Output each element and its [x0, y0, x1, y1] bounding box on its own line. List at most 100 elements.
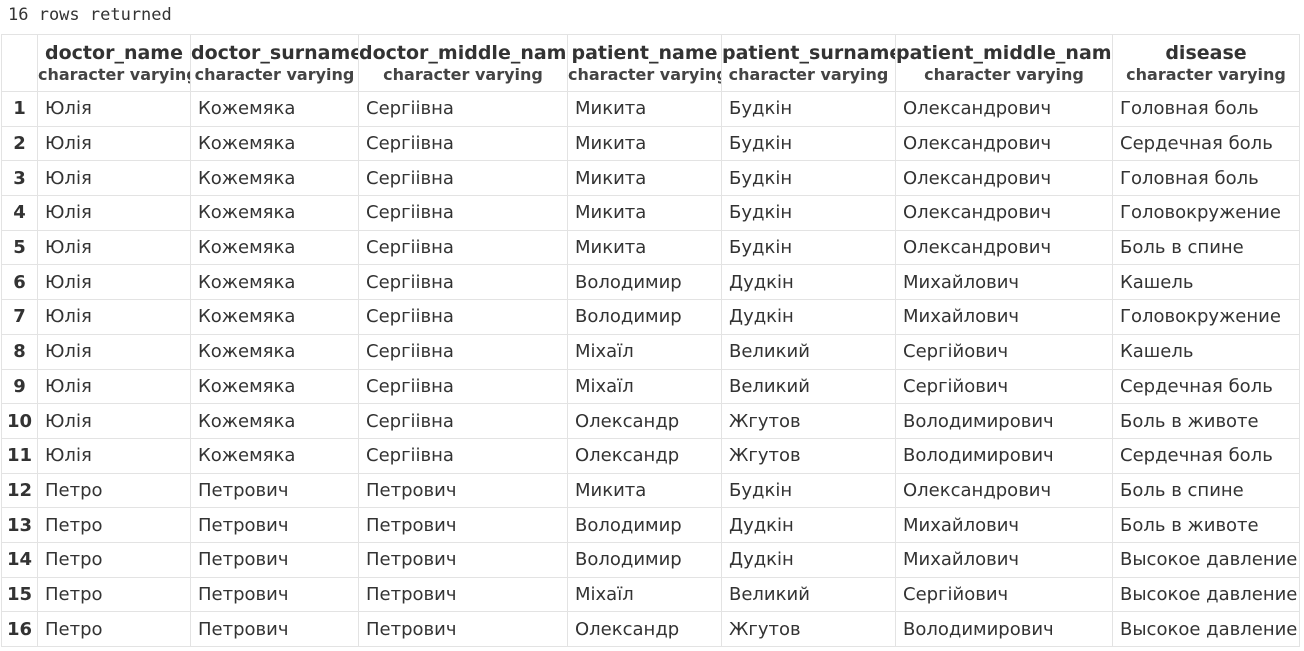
table-cell[interactable]: Будкін [721, 472, 896, 509]
table-cell[interactable]: Сергіівна [358, 160, 568, 197]
table-cell[interactable]: Микита [567, 229, 722, 266]
table-cell[interactable]: Кожемяка [190, 368, 359, 405]
table-cell[interactable]: Петрович [358, 472, 568, 509]
table-cell[interactable]: Кожемяка [190, 299, 359, 335]
table-cell[interactable]: Кашель [1112, 333, 1300, 370]
table-cell[interactable]: Кожемяка [190, 125, 359, 162]
table-cell[interactable]: Жгутов [721, 611, 896, 647]
table-cell[interactable]: Юлія [37, 403, 191, 439]
table-row[interactable]: 15 Петро Петрович Петрович Міхаїл Великий Серг… [1, 576, 1300, 613]
table-cell[interactable]: Володимир [567, 541, 722, 578]
table-cell[interactable]: Высокое давление [1112, 576, 1300, 613]
table-cell[interactable]: Сергіівна [358, 229, 568, 266]
table-cell[interactable]: Будкін [721, 160, 896, 197]
table-cell[interactable]: Кожемяка [190, 264, 359, 301]
table-cell[interactable]: Сергіівна [358, 299, 568, 335]
table-cell[interactable]: Сергійович [895, 368, 1113, 405]
table-row[interactable]: 11 Юлія Кожемяка Сергіівна Олександр Жгутов Во… [1, 437, 1300, 474]
column-header-disease[interactable]: disease character varying [1112, 34, 1300, 92]
column-header-patient-middle-name[interactable]: patient_middle_name character varying [895, 34, 1113, 92]
table-cell[interactable]: Михайлович [895, 541, 1113, 578]
column-header-doctor-middle-name[interactable]: doctor_middle_name character varying [358, 34, 568, 92]
column-header-doctor-name[interactable]: doctor_name character varying [37, 34, 191, 92]
table-cell[interactable]: Юлія [37, 195, 191, 231]
table-cell[interactable]: Сергіівна [358, 437, 568, 474]
table-cell[interactable]: Петрович [190, 576, 359, 613]
table-cell[interactable]: Микита [567, 195, 722, 231]
table-cell[interactable]: Міхаїл [567, 333, 722, 370]
table-cell[interactable]: Петрович [358, 576, 568, 613]
table-cell[interactable]: Петрович [190, 472, 359, 509]
table-row[interactable]: 10 Юлія Кожемяка Сергіівна Олександр Жгутов Во… [1, 403, 1300, 439]
table-cell[interactable]: Микита [567, 472, 722, 509]
table-cell[interactable]: Юлія [37, 299, 191, 335]
table-row[interactable]: 4 Юлія Кожемяка Сергіівна Микита Будкін Олекса… [1, 195, 1300, 231]
table-cell[interactable]: Великий [721, 576, 896, 613]
table-cell[interactable]: Сергіівна [358, 264, 568, 301]
table-cell[interactable]: Кашель [1112, 264, 1300, 301]
table-cell[interactable]: Олександрович [895, 472, 1113, 509]
table-cell[interactable]: Дудкін [721, 299, 896, 335]
table-cell[interactable]: Кожемяка [190, 437, 359, 474]
table-cell[interactable]: Высокое давление [1112, 541, 1300, 578]
table-cell[interactable]: Головокружение [1112, 195, 1300, 231]
table-row[interactable]: 3 Юлія Кожемяка Сергіівна Микита Будкін Олекса… [1, 160, 1300, 197]
table-cell[interactable]: Будкін [721, 91, 896, 127]
table-cell[interactable]: Юлія [37, 125, 191, 162]
table-cell[interactable]: Олександрович [895, 125, 1113, 162]
table-row[interactable]: 6 Юлія Кожемяка Сергіівна Володимир Дудкін Мих… [1, 264, 1300, 301]
table-cell[interactable]: Міхаїл [567, 576, 722, 613]
table-cell[interactable]: Юлія [37, 437, 191, 474]
table-row[interactable]: 9 Юлія Кожемяка Сергіівна Міхаїл Великий Сергі… [1, 368, 1300, 405]
table-cell[interactable]: Боль в животе [1112, 403, 1300, 439]
table-cell[interactable]: Олександр [567, 403, 722, 439]
table-cell[interactable]: Петро [37, 611, 191, 647]
table-cell[interactable]: Кожемяка [190, 91, 359, 127]
table-cell[interactable]: Олександрович [895, 160, 1113, 197]
table-cell[interactable]: Петрович [358, 507, 568, 543]
table-cell[interactable]: Петрович [358, 611, 568, 647]
table-cell[interactable]: Сердечная боль [1112, 368, 1300, 405]
table-cell[interactable]: Великий [721, 333, 896, 370]
table-cell[interactable]: Володимирович [895, 403, 1113, 439]
table-cell[interactable]: Юлія [37, 229, 191, 266]
table-cell[interactable]: Боль в спине [1112, 229, 1300, 266]
table-cell[interactable]: Петрович [190, 541, 359, 578]
table-cell[interactable]: Головная боль [1112, 160, 1300, 197]
table-cell[interactable]: Сердечная боль [1112, 125, 1300, 162]
table-cell[interactable]: Великий [721, 368, 896, 405]
table-row[interactable]: 12 Петро Петрович Петрович Микита Будкін Олекс… [1, 472, 1300, 509]
table-cell[interactable]: Юлія [37, 160, 191, 197]
table-cell[interactable]: Юлія [37, 333, 191, 370]
column-header-doctor-surname[interactable]: doctor_surname character varying [190, 34, 359, 92]
table-cell[interactable]: Микита [567, 125, 722, 162]
table-cell[interactable]: Олександрович [895, 229, 1113, 266]
table-cell[interactable]: Юлія [37, 264, 191, 301]
table-row[interactable]: 13 Петро Петрович Петрович Володимир Дудкін Ми… [1, 507, 1300, 543]
table-cell[interactable]: Володимирович [895, 611, 1113, 647]
table-cell[interactable]: Михайлович [895, 299, 1113, 335]
table-cell[interactable]: Микита [567, 91, 722, 127]
table-cell[interactable]: Петро [37, 472, 191, 509]
table-cell[interactable]: Володимирович [895, 437, 1113, 474]
table-row[interactable]: 16 Петро Петрович Петрович Олександр Жгутов Во… [1, 611, 1300, 647]
table-cell[interactable]: Володимир [567, 507, 722, 543]
table-cell[interactable]: Сергіівна [358, 333, 568, 370]
table-cell[interactable]: Сергійович [895, 333, 1113, 370]
table-cell[interactable]: Олександр [567, 611, 722, 647]
table-cell[interactable]: Петро [37, 576, 191, 613]
table-cell[interactable]: Кожемяка [190, 195, 359, 231]
table-cell[interactable]: Дудкін [721, 541, 896, 578]
table-cell[interactable]: Петро [37, 507, 191, 543]
table-cell[interactable]: Петрович [190, 507, 359, 543]
table-cell[interactable]: Дудкін [721, 264, 896, 301]
table-cell[interactable]: Юлія [37, 368, 191, 405]
table-cell[interactable]: Сергійович [895, 576, 1113, 613]
table-cell[interactable]: Володимир [567, 264, 722, 301]
table-cell[interactable]: Сердечная боль [1112, 437, 1300, 474]
table-cell[interactable]: Сергіівна [358, 403, 568, 439]
table-cell[interactable]: Высокое давление [1112, 611, 1300, 647]
table-row[interactable]: 14 Петро Петрович Петрович Володимир Дудкін Ми… [1, 541, 1300, 578]
table-cell[interactable]: Сергіівна [358, 368, 568, 405]
table-cell[interactable]: Кожемяка [190, 403, 359, 439]
